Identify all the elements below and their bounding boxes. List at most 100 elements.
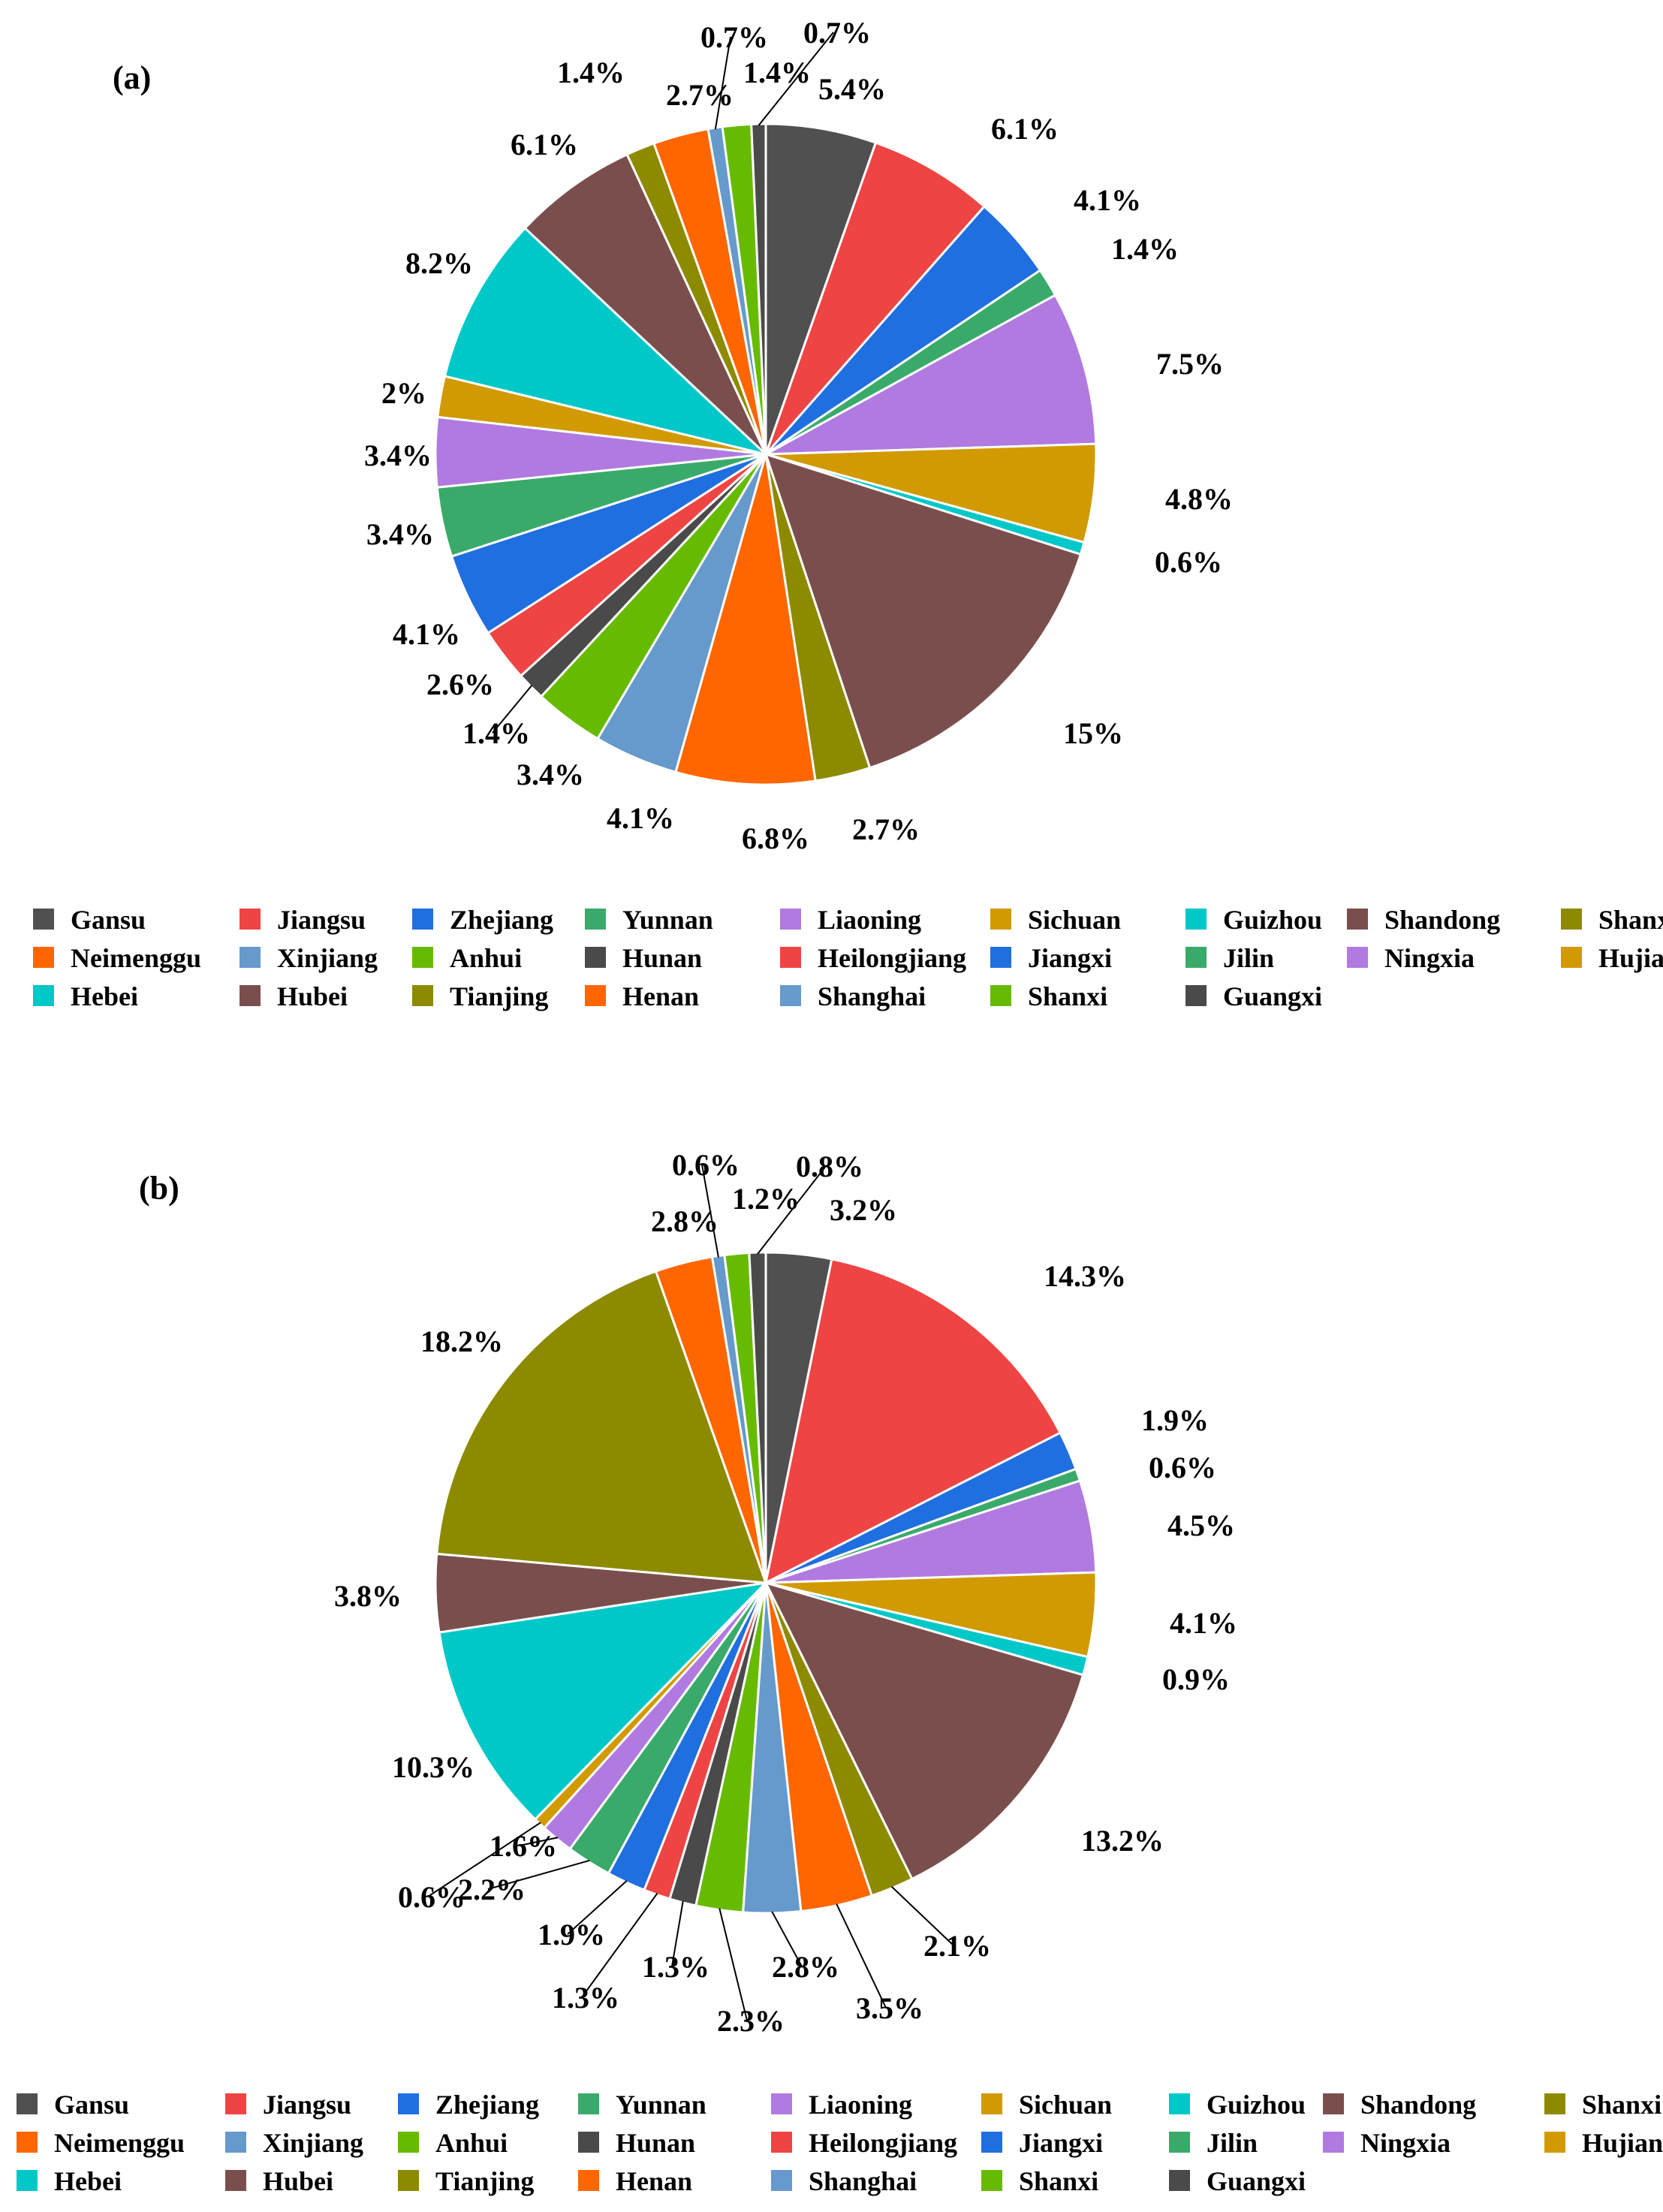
pie-b-slice-tianjing	[435, 1270, 768, 1584]
legend-a-label-hebei-18: Hebei	[71, 981, 138, 1011]
pie-b-label-heilongjiang: 1.3%	[552, 1981, 619, 2015]
pie-a-slice-hebei	[443, 226, 770, 457]
legend-b-label-anhui-11: Anhui	[435, 2128, 508, 2158]
pie-a-label-neimenggu: 6.8%	[742, 821, 809, 855]
pie-a-slice-neimenggu	[674, 454, 817, 786]
legend-a-swatch-henan-21	[585, 985, 606, 1006]
legend-a-label-yunnan-3: Yunnan	[622, 905, 713, 935]
pie-a-label-zhejiang: 4.1%	[1074, 183, 1141, 217]
legend-b-label-liaoning-4: Liaoning	[809, 2090, 912, 2120]
pie-b-label-guangxi: 0.8%	[796, 1150, 863, 1183]
pie-b-leader-hunan	[671, 1900, 684, 1967]
legend-b-swatch-heilongjiang-13	[771, 2132, 792, 2153]
pie-b-label-anhui: 2.3%	[717, 2004, 785, 2038]
pie-a-slice-liaoning	[765, 293, 1098, 456]
legend-a-swatch-yunnan-3	[585, 909, 606, 930]
pie-b-label-hebei: 10.3%	[392, 1750, 474, 1784]
legend-a-label-guangxi-24: Guangxi	[1223, 981, 1322, 1011]
pie-chart-a: (a) 5.4% 6.1% 4.1% 1.4% 7.5% 4.8% 0.6% 15% 2.7% 6…	[113, 16, 1233, 855]
pie-a-label-heilongjiang: 2.6%	[426, 668, 494, 701]
legend-b-swatch-hebei-18	[17, 2170, 38, 2191]
legend-b-label-shandong-7: Shandong	[1360, 2090, 1476, 2120]
pie-a-label-hubei: 6.1%	[511, 128, 578, 161]
pie-a-label-jiangxi: 4.1%	[393, 617, 460, 651]
pie-b-label-hujian: 0.6%	[398, 1880, 465, 1914]
legend-a-swatch-shanxi-23	[990, 985, 1011, 1006]
legend-a-label-xinjiang-10: Xinjiang	[277, 943, 378, 973]
legend-b-label-hubei-19: Hubei	[263, 2166, 333, 2196]
pie-a-label-guizhou: 0.6%	[1155, 545, 1222, 579]
legend-b-label-ningxia-16: Ningxia	[1360, 2128, 1451, 2158]
legend-a-label-henan-21: Henan	[622, 981, 699, 1011]
pie-b-label-henan: 2.8%	[651, 1204, 719, 1238]
legend-a-label-shandong-7: Shandong	[1384, 905, 1500, 935]
legend-b-swatch-sichuan-5	[981, 2093, 1002, 2114]
pie-a-label-anhui: 3.4%	[517, 758, 584, 791]
legend-a-label-jiangsu-1: Jiangsu	[277, 905, 366, 935]
legend-a-label-guizhou-6: Guizhou	[1223, 905, 1322, 935]
legend-b-label-hujian-17: Hujian	[1582, 2128, 1663, 2158]
legend-a-label-shanxi-23: Shanxi	[1028, 981, 1107, 1011]
pie-b-leader-hujian	[427, 1822, 541, 1897]
legend-b-swatch-jiangsu-1	[225, 2093, 246, 2114]
pie-b-label-shanghai: 0.6%	[672, 1148, 740, 1182]
legend-b-swatch-hujian-17	[1544, 2132, 1565, 2153]
legend-a-swatch-guangxi-24	[1185, 985, 1207, 1006]
legend-b-swatch-liaoning-4	[771, 2093, 792, 2114]
legend-a-swatch-shandong-7	[1347, 909, 1368, 930]
pie-a-label-hujian: 2%	[381, 376, 426, 410]
legend-b-swatch-shanxi-23	[981, 2170, 1002, 2191]
legend-a-swatch-gansu-0	[33, 909, 54, 930]
legend-b-label-heilongjiang-13: Heilongjiang	[809, 2128, 957, 2158]
legend-a-swatch-jiangsu-1	[240, 909, 261, 930]
pie-a-label-hebei: 8.2%	[405, 246, 473, 280]
legend-a-label-shanxi-8: Shanxi	[1598, 905, 1663, 935]
legend-b-swatch-guangxi-24	[1169, 2170, 1190, 2191]
pie-a-label-tianjing: 1.4%	[557, 56, 625, 89]
pie-b-label-yunnan: 0.6%	[1149, 1451, 1216, 1484]
legend-a-swatch-sichuan-5	[990, 909, 1011, 930]
chart-a-title: (a)	[113, 59, 151, 96]
pie-a-label-yunnan: 1.4%	[1111, 232, 1179, 266]
legend-a-label-heilongjiang-13: Heilongjiang	[818, 943, 966, 973]
pie-b-label-hubei: 3.8%	[334, 1579, 402, 1613]
pie-a-leader-guangxi	[758, 32, 834, 126]
pie-b-leader-heilongjiang	[581, 1892, 658, 1998]
legend-b-label-yunnan-3: Yunnan	[616, 2090, 706, 2120]
legend-b-swatch-xinjiang-10	[225, 2132, 246, 2153]
pie-b-leader-jiangxi	[567, 1880, 628, 1935]
pie-b-leader-anhui	[719, 1908, 748, 2021]
pie-a-label-shanxi: 1.4%	[743, 56, 811, 89]
legend-b-swatch-shanghai-22	[771, 2170, 792, 2191]
legend-a-label-anhui-11: Anhui	[450, 943, 522, 973]
pie-b-label-shanxi: 2.1%	[923, 1929, 991, 1963]
legend-a-label-zhejiang-2: Zhejiang	[450, 905, 553, 935]
pie-b-label-liaoning: 4.5%	[1167, 1508, 1235, 1542]
pie-b-leader-xinjiang	[771, 1911, 803, 1967]
legend-a-swatch-hubei-19	[240, 985, 261, 1006]
pie-b-label-jiangsu: 14.3%	[1044, 1259, 1126, 1293]
pie-b-leader-jilin	[487, 1859, 590, 1890]
legend-b-label-tianjing-20: Tianjing	[435, 2166, 534, 2196]
pie-a-label-liaoning: 7.5%	[1156, 347, 1224, 381]
legend-b-swatch-hunan-12	[578, 2132, 599, 2153]
pie-a-slice-hubei	[523, 152, 767, 456]
legend-a-swatch-ningxia-16	[1347, 947, 1368, 968]
legend-a-label-sichuan-5: Sichuan	[1028, 905, 1121, 935]
legend-b-label-hebei-18: Hebei	[54, 2166, 122, 2196]
pie-b-slice-jiangsu	[764, 1258, 1062, 1585]
legend-b-swatch-neimenggu-9	[17, 2132, 38, 2153]
legend-a-label-liaoning-4: Liaoning	[818, 905, 921, 935]
legend-a-swatch-zhejiang-2	[412, 909, 433, 930]
legend-b-label-gansu-0: Gansu	[54, 2090, 129, 2120]
legend-b-label-jiangxi-14: Jiangxi	[1019, 2128, 1103, 2158]
legend-a-swatch-shanghai-22	[780, 985, 801, 1006]
legend-b-label-shanxi-8: Shanxi	[1582, 2090, 1661, 2120]
legend-a-swatch-shanxi-8	[1561, 909, 1582, 930]
pie-b-leader-shanxi	[890, 1885, 954, 1946]
pie-b-label-sichuan: 4.1%	[1170, 1606, 1237, 1640]
legend-b-swatch-jiangxi-14	[981, 2132, 1002, 2153]
legend-b-swatch-guizhou-6	[1169, 2093, 1190, 2114]
pie-a-label-shanxi: 2.7%	[852, 812, 920, 846]
legend-b-swatch-anhui-11	[398, 2132, 419, 2153]
